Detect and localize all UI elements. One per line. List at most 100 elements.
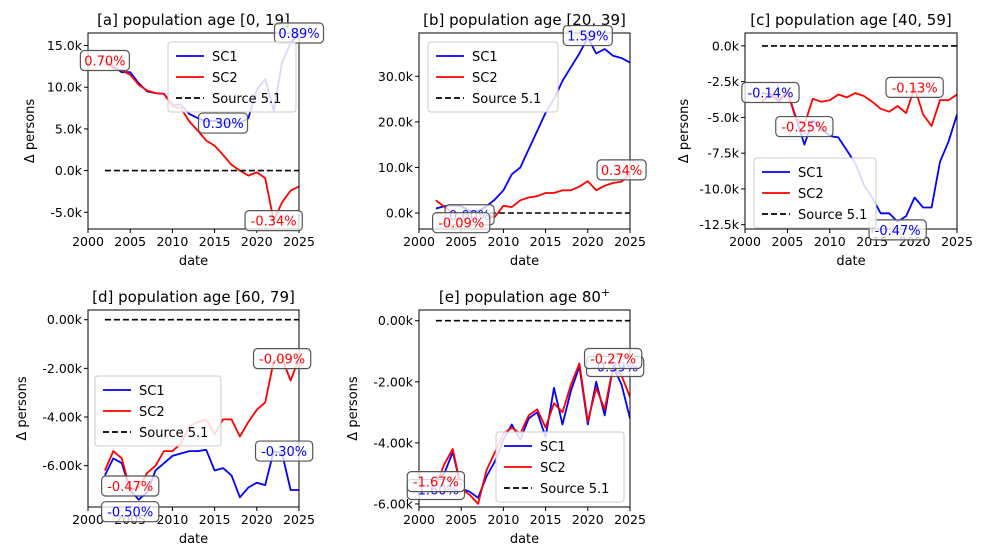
x-axis-label: date <box>836 254 865 269</box>
y-axis-label: Δ persons <box>23 99 38 164</box>
x-tick-label: 2025 <box>283 512 315 527</box>
annotation-label: -0.50% <box>100 501 160 523</box>
legend: SC1 SC2 Source 5.1 <box>495 431 625 503</box>
annotation-text: -0.13% <box>892 81 938 96</box>
x-tick-label: 2020 <box>572 512 604 527</box>
chart-title: [e] population age 80+ <box>439 286 610 306</box>
x-tick-label: 2005 <box>114 234 146 249</box>
x-tick-label: 2025 <box>614 234 646 249</box>
y-tick-label: 0.00k <box>47 312 83 327</box>
y-tick-label: -4.00k <box>42 410 82 425</box>
x-tick-label: 2010 <box>156 234 188 249</box>
x-tick-label: 2005 <box>445 234 477 249</box>
chart-title: [c] population age [40, 59] <box>750 11 951 29</box>
axes-frame <box>87 309 300 508</box>
annotation-box <box>79 49 130 72</box>
annotation-box <box>741 81 800 104</box>
subplot-b: [b] population age [20, 39] 2000 2005 2010 2… <box>378 11 647 269</box>
annotation-box <box>197 112 249 134</box>
x-axis-label: date <box>179 532 208 547</box>
annotation-box <box>100 501 160 523</box>
y-tick-label: 15.0k <box>47 38 83 53</box>
y-tick-label: 10.0k <box>47 80 83 95</box>
x-tick-label: 2015 <box>199 512 231 527</box>
x-tick-label: 2000 <box>72 512 104 527</box>
legend: SC1 SC2 Source 5.1 <box>167 41 297 113</box>
subplot-a: [a] population age [0, 19] 2000 2005 2010 20… <box>23 11 325 269</box>
x-tick-label: 2015 <box>199 234 231 249</box>
annotation-box <box>252 348 312 370</box>
legend-label: SC1 <box>472 50 498 65</box>
axes-frame <box>418 32 631 230</box>
y-tick-label: 0.0k <box>386 206 414 221</box>
annotation-label: -0.14% <box>741 81 800 104</box>
annotation-label: -0.09% <box>432 212 491 234</box>
legend-label: SC1 <box>212 50 238 65</box>
annotation-box <box>254 440 314 462</box>
y-axis-label: Δ persons <box>677 99 692 164</box>
annotation-text: 0.30% <box>202 117 243 132</box>
y-tick-label: 0.00k <box>378 313 414 328</box>
chart-title: [a] population age [0, 19] <box>97 11 290 29</box>
y-tick-label: -2.5k <box>707 74 739 89</box>
annotation-label: -0.13% <box>885 76 944 98</box>
legend-frame <box>427 41 559 113</box>
legend-label: Source 5.1 <box>540 482 609 497</box>
subplot-e: [e] population age 80+ 2000 2005 2010 2015 20… <box>346 286 646 547</box>
x-tick-label: 2000 <box>729 234 761 249</box>
annotation-label: -1.67% <box>406 471 466 493</box>
series-line-sc1 <box>435 365 630 499</box>
legend-label: Source 5.1 <box>472 92 541 107</box>
annotation-text: -0.14% <box>747 87 793 102</box>
y-tick-label: -4.00k <box>373 435 413 450</box>
y-tick-label: -5.0k <box>50 205 82 220</box>
annotation-text: 0.34% <box>601 164 642 179</box>
annotation-text: 0.70% <box>84 55 125 70</box>
legend-label: SC1 <box>798 166 824 181</box>
annotation-box <box>406 471 466 493</box>
x-tick-label: 2000 <box>403 512 435 527</box>
annotation-label: 0.34% <box>596 159 647 181</box>
y-axis-label: Δ persons <box>15 376 30 441</box>
annotation-text: -0.25% <box>781 121 827 136</box>
legend: SC1 SC2 Source 5.1 <box>94 375 222 447</box>
plot-lines <box>435 319 630 505</box>
annotation-text: -1.67% <box>413 476 459 491</box>
x-tick-label: 2005 <box>445 512 477 527</box>
x-tick-label: 2025 <box>283 234 315 249</box>
legend-label: SC2 <box>798 187 824 202</box>
annotation-text: -0.34% <box>251 215 297 230</box>
axes-frame <box>87 32 300 230</box>
legend-label: SC2 <box>472 71 498 86</box>
legend-label: SC1 <box>139 384 165 399</box>
subplot-d: [d] population age [60, 79]2000200520102… <box>15 288 315 547</box>
annotation-text: -0.09% <box>438 217 484 232</box>
x-tick-label: 2000 <box>72 234 104 249</box>
annotation-text: -0.09% <box>259 353 305 368</box>
chart-title: [d] population age [60, 79] <box>92 288 295 306</box>
chart-title: [b] population age [20, 39] <box>423 11 626 29</box>
annotation-text: -0.27% <box>590 353 636 368</box>
legend-label: Source 5.1 <box>798 208 867 223</box>
title-superscript: + <box>601 286 610 299</box>
annotation-text: -0.47% <box>875 224 921 239</box>
legend-label: SC2 <box>540 461 566 476</box>
x-tick-label: 2015 <box>530 234 562 249</box>
annotation-box <box>562 24 613 47</box>
y-tick-label: -10.0k <box>699 181 739 196</box>
x-axis-label: date <box>510 254 539 269</box>
x-tick-label: 2015 <box>530 512 562 527</box>
annotation-label: -0.27% <box>583 347 643 370</box>
legend-label: SC2 <box>212 71 238 86</box>
series-line-sc1 <box>104 448 299 501</box>
legend-frame <box>167 41 297 113</box>
annotation-label: -0.47% <box>100 475 160 497</box>
y-tick-label: -6.00k <box>42 458 82 473</box>
legend-frame <box>753 157 877 229</box>
annotation-label: -0.25% <box>775 115 834 138</box>
x-tick-label: 2025 <box>614 512 646 527</box>
annotation-label: 0.70% <box>79 49 130 72</box>
y-tick-label: -2.00k <box>42 361 82 376</box>
legend: SC1 SC2 Source 5.1 <box>753 157 877 229</box>
